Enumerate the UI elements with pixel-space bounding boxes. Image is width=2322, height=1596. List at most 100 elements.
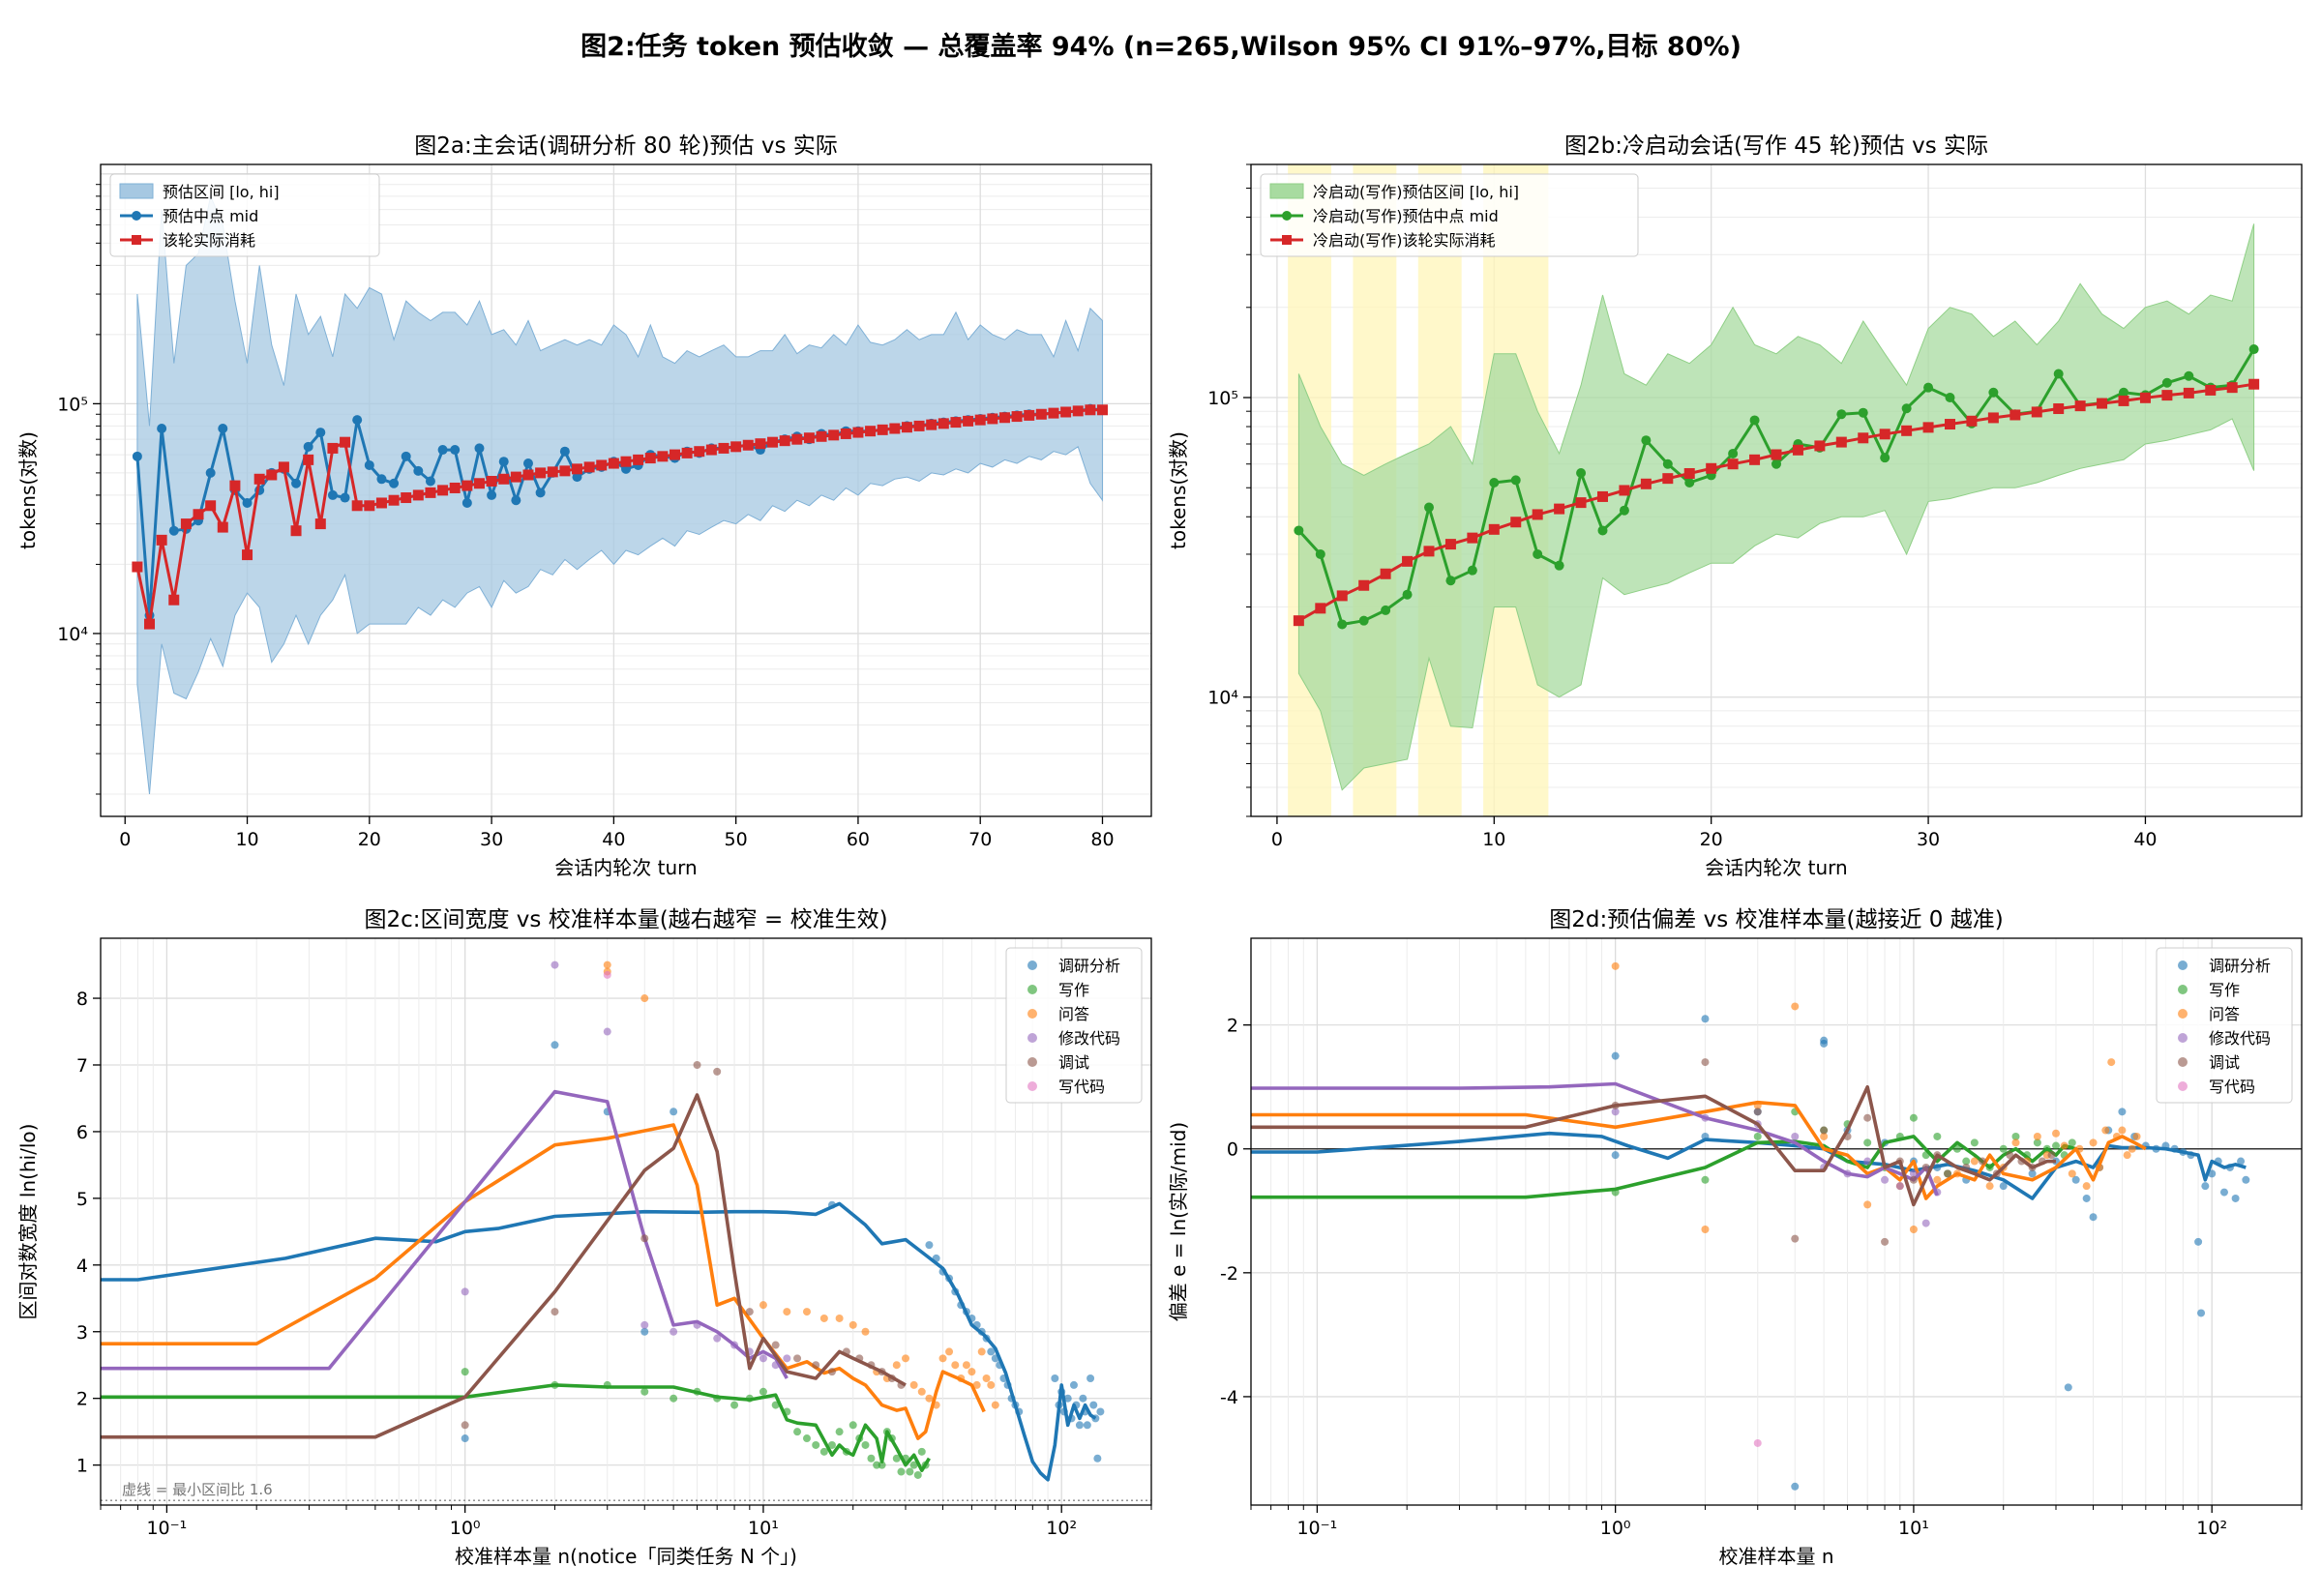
data-point	[498, 473, 510, 485]
data-point	[779, 435, 790, 447]
scatter-point	[2089, 1213, 2098, 1222]
scatter-point	[861, 1440, 870, 1449]
data-point	[522, 458, 533, 469]
scatter-point	[759, 1301, 767, 1310]
y-tick-label: 10⁵	[1207, 388, 1238, 409]
scatter-point	[1701, 1015, 1710, 1023]
data-point	[987, 413, 998, 425]
legend-swatch	[1269, 183, 1304, 199]
data-point	[547, 466, 558, 478]
data-point	[535, 488, 546, 498]
y-tick-label: -4	[1220, 1387, 1238, 1408]
data-point	[1945, 419, 1956, 430]
scatter-point	[640, 1387, 649, 1396]
data-point	[852, 427, 864, 438]
scatter-point	[1063, 1394, 1072, 1403]
data-point	[205, 500, 217, 512]
scatter-point	[909, 1461, 918, 1469]
data-point	[1445, 576, 1456, 586]
data-point	[1444, 539, 1456, 550]
data-point	[1901, 403, 1912, 414]
scatter-point	[1985, 1182, 1994, 1191]
x-tick-label: 20	[1700, 829, 1723, 850]
trend-line	[101, 1383, 931, 1472]
data-point	[413, 465, 424, 476]
y-tick-label: -2	[1220, 1263, 1238, 1285]
scatter-point	[892, 1361, 901, 1370]
reference-line-label: 虚线 = 最小区间比 1.6	[122, 1481, 273, 1498]
data-point	[168, 525, 179, 536]
legend-label: 冷启动(写作)预估区间 [lo, hi]	[1313, 183, 1519, 201]
data-point	[2118, 395, 2129, 406]
data-point	[620, 456, 632, 467]
legend-label: 冷启动(写作)预估中点 mid	[1313, 207, 1499, 225]
data-point	[1358, 615, 1369, 626]
data-point	[351, 500, 363, 512]
estimate-band	[136, 194, 1103, 795]
series-调试	[101, 1060, 907, 1439]
data-point	[156, 534, 167, 546]
data-point	[218, 424, 228, 434]
series-问答	[1251, 961, 2147, 1234]
data-point	[1554, 560, 1564, 571]
scatter-point	[1933, 1132, 1942, 1140]
scatter-point	[730, 1401, 739, 1409]
data-point	[290, 525, 302, 537]
data-point	[486, 475, 497, 487]
scatter-point	[1753, 1438, 1762, 1447]
trend-line	[1251, 1081, 1939, 1197]
scatter-point	[713, 1334, 722, 1343]
y-tick-label: 1	[76, 1456, 88, 1477]
data-point	[511, 495, 521, 506]
data-point	[1923, 382, 1934, 393]
scatter-point	[1909, 1226, 1918, 1234]
data-point	[718, 442, 729, 454]
data-point	[583, 461, 595, 473]
data-point	[1641, 435, 1652, 446]
scatter-point	[2118, 1108, 2127, 1116]
trend-line	[1251, 1131, 2247, 1200]
data-point	[1358, 579, 1370, 591]
scatter-point	[917, 1447, 926, 1456]
scatter-point	[1611, 1051, 1620, 1060]
data-point	[1727, 458, 1739, 470]
legend-label: 冷启动(写作)该轮实际消耗	[1313, 231, 1496, 250]
scatter-point	[2068, 1169, 2076, 1178]
scatter-point	[1895, 1182, 1904, 1191]
scatter-point	[1820, 1039, 1829, 1048]
legend-label: 写作	[1058, 981, 1089, 999]
scatter-point	[925, 1241, 934, 1250]
data-point	[1879, 429, 1890, 440]
scatter-point	[987, 1380, 996, 1389]
scatter-point	[1611, 1151, 1620, 1160]
scatter-point	[2082, 1182, 2091, 1191]
legend-swatch	[2178, 1009, 2188, 1019]
scatter-point	[461, 1368, 469, 1376]
data-point	[1619, 485, 1630, 496]
data-point	[253, 473, 265, 485]
data-point	[877, 424, 888, 435]
scatter-point	[713, 1067, 722, 1076]
data-point	[217, 521, 228, 533]
data-point	[303, 441, 313, 452]
x-tick-label: 10²	[2196, 1518, 2227, 1539]
grid-lines	[101, 938, 1151, 1505]
data-point	[767, 436, 779, 448]
data-point	[1684, 477, 1695, 488]
plot-frame	[1250, 163, 2303, 817]
legend-label: 预估中点 mid	[163, 207, 258, 225]
plot-frame	[100, 937, 1152, 1506]
data-point	[608, 458, 619, 469]
scatter-point	[1881, 1237, 1890, 1246]
data-point	[1337, 619, 1348, 630]
data-point	[437, 485, 449, 496]
data-point	[1011, 411, 1023, 423]
data-point	[755, 438, 766, 450]
y-axis-label: 偏差 e = ln(实际/mid)	[1167, 1122, 1190, 1321]
data-point	[1771, 449, 1782, 460]
scatter-point	[640, 1234, 649, 1243]
series-actual	[132, 404, 1108, 630]
series-写代码	[603, 970, 611, 979]
scatter-point	[640, 994, 649, 1003]
scatter-point	[461, 1421, 469, 1430]
